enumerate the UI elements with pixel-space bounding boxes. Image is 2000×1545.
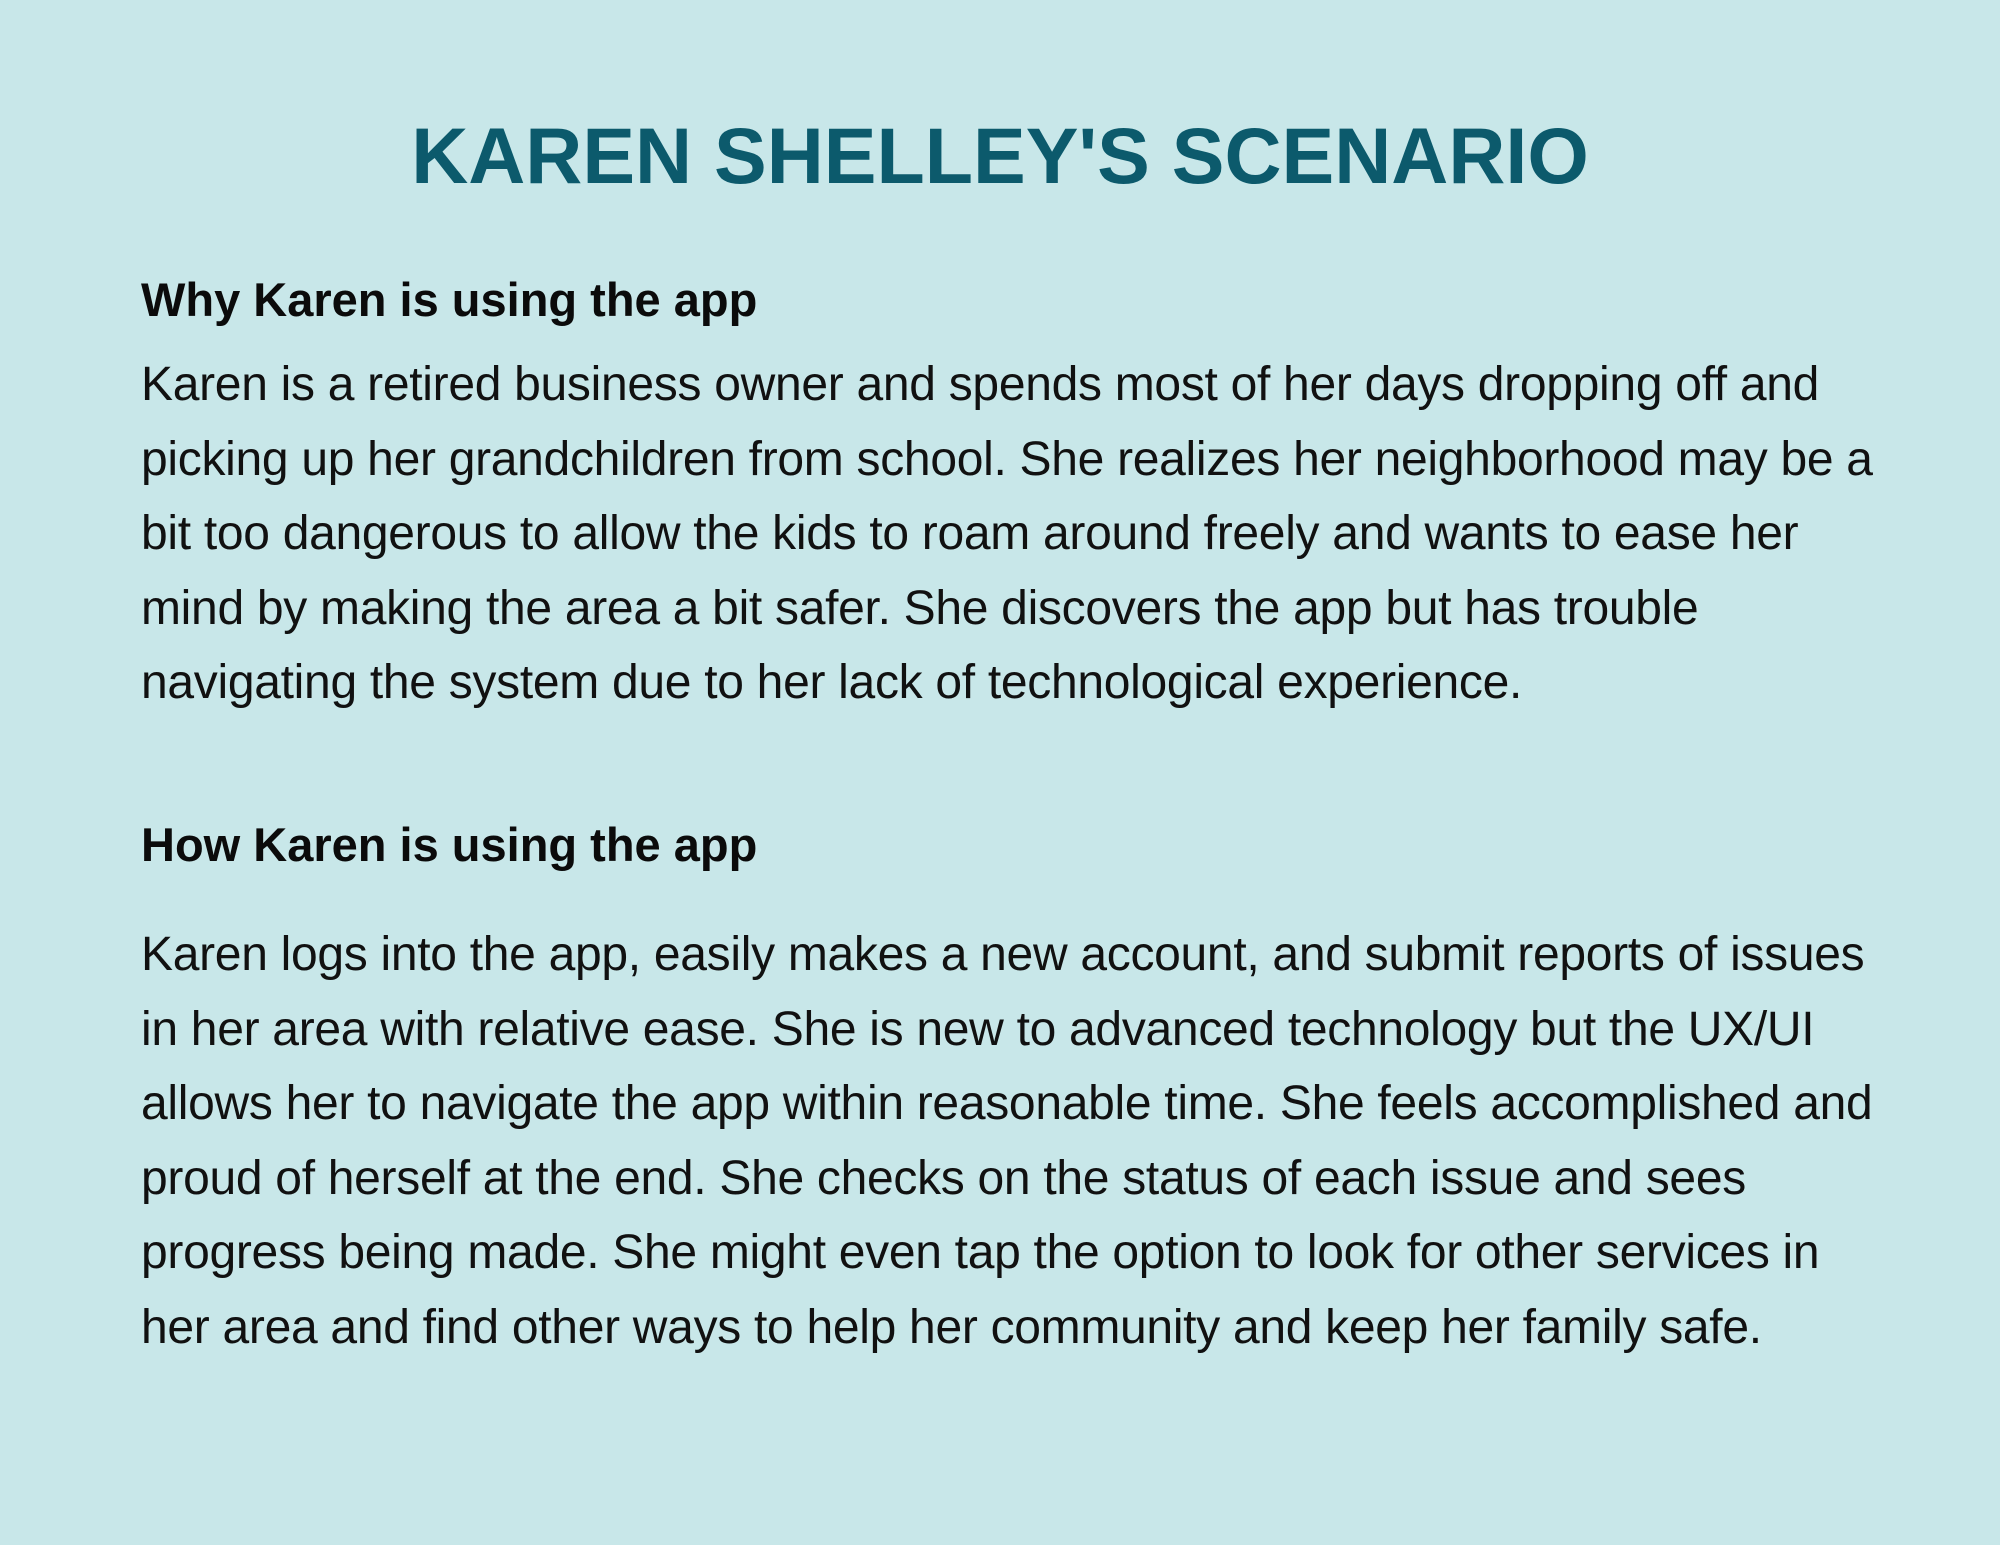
- why-heading: Why Karen is using the app: [141, 273, 758, 326]
- page-title: KAREN SHELLEY'S SCENARIO: [411, 111, 1589, 200]
- how-paragraph: Karen logs into the app, easily makes a …: [141, 928, 1873, 1354]
- how-section: How Karen is using the app Karen logs in…: [141, 815, 1881, 1365]
- why-section: Why Karen is using the app Karen is a re…: [141, 270, 1881, 721]
- how-heading: How Karen is using the app: [141, 818, 758, 871]
- why-paragraph: Karen is a retired business owner and sp…: [141, 358, 1873, 709]
